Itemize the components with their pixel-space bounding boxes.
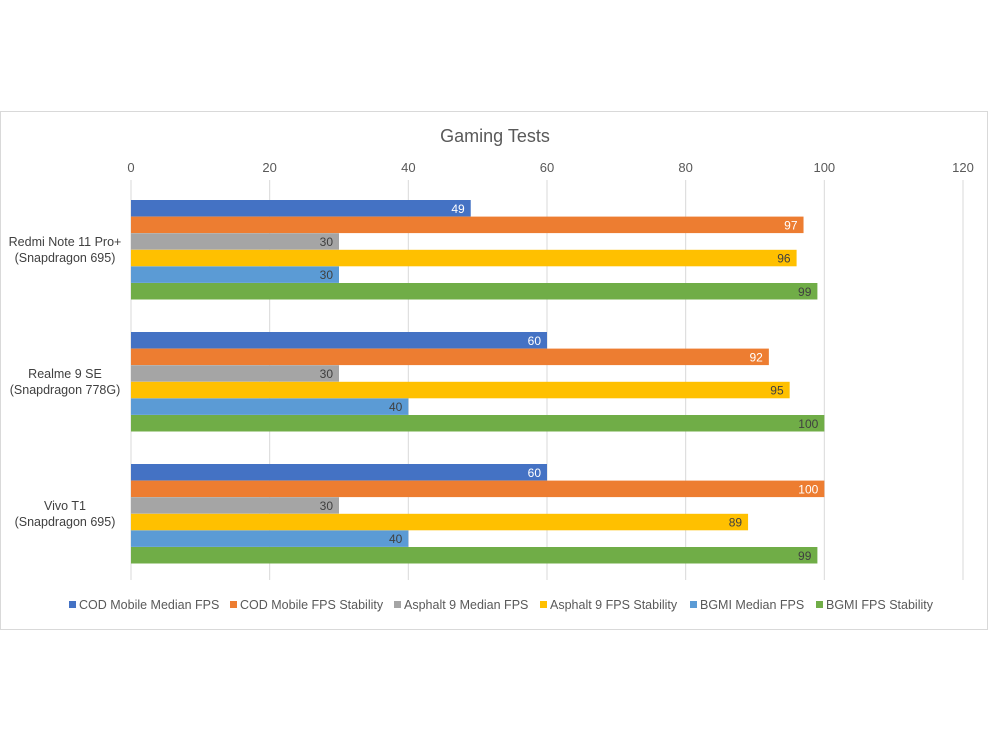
data-label: 30 xyxy=(320,268,334,282)
data-label: 40 xyxy=(389,400,403,414)
bar xyxy=(131,547,818,564)
bar xyxy=(131,266,339,283)
legend-swatch xyxy=(69,601,76,608)
bars: 49 97 30 96 30 99 60 92 30 95 40 100 60 100 30 89 40 99 xyxy=(131,200,825,564)
data-label: 89 xyxy=(729,516,743,530)
legend-swatch xyxy=(394,601,401,608)
data-label: 92 xyxy=(750,350,764,364)
bar xyxy=(131,348,769,366)
x-axis-ticks: 0 20 40 60 80 100 120 xyxy=(127,160,973,175)
data-label: 99 xyxy=(798,549,812,563)
legend-label: Asphalt 9 Median FPS xyxy=(404,598,528,612)
bar xyxy=(131,464,547,481)
x-tick-label: 100 xyxy=(813,160,835,175)
data-label: 40 xyxy=(389,532,403,546)
data-label: 100 xyxy=(798,417,818,431)
bar xyxy=(131,365,339,382)
data-label: 96 xyxy=(777,252,791,266)
legend-label: COD Mobile FPS Stability xyxy=(240,598,384,612)
data-label: 30 xyxy=(320,367,334,381)
bar xyxy=(131,530,409,547)
x-tick-label: 120 xyxy=(952,160,974,175)
bar xyxy=(131,497,339,514)
bar xyxy=(131,233,339,250)
legend: COD Mobile Median FPS COD Mobile FPS Stab… xyxy=(69,598,934,612)
data-label: 60 xyxy=(528,466,542,480)
legend-swatch xyxy=(690,601,697,608)
x-tick-label: 60 xyxy=(540,160,554,175)
legend-label: Asphalt 9 FPS Stability xyxy=(550,598,678,612)
bar xyxy=(131,381,790,399)
category-label: Redmi Note 11 Pro+ (Snapdragon 695) xyxy=(9,235,122,265)
bar xyxy=(131,480,825,498)
legend-swatch xyxy=(816,601,823,608)
data-label: 30 xyxy=(320,235,334,249)
data-label: 100 xyxy=(798,482,818,496)
legend-label: COD Mobile Median FPS xyxy=(79,598,219,612)
data-label: 30 xyxy=(320,499,334,513)
data-label: 97 xyxy=(784,218,798,232)
x-tick-label: 20 xyxy=(262,160,276,175)
bar xyxy=(131,283,818,300)
bar xyxy=(131,513,749,531)
bar xyxy=(131,332,547,349)
legend-label: BGMI Median FPS xyxy=(700,598,804,612)
category-label: Realme 9 SE (Snapdragon 778G) xyxy=(10,367,121,397)
x-tick-label: 40 xyxy=(401,160,415,175)
data-label: 49 xyxy=(451,202,465,216)
bar xyxy=(131,415,825,432)
legend-swatch xyxy=(540,601,547,608)
legend-swatch xyxy=(230,601,237,608)
data-label: 95 xyxy=(770,384,784,398)
bar xyxy=(131,398,409,415)
chart-title: Gaming Tests xyxy=(440,126,550,146)
bar xyxy=(131,249,797,267)
x-tick-label: 80 xyxy=(678,160,692,175)
x-tick-label: 0 xyxy=(127,160,134,175)
category-label: Vivo T1 (Snapdragon 695) xyxy=(15,499,116,529)
data-label: 99 xyxy=(798,285,812,299)
bar xyxy=(131,216,804,234)
legend-label: BGMI FPS Stability xyxy=(826,598,934,612)
category-labels: Redmi Note 11 Pro+ (Snapdragon 695) Realme… xyxy=(9,235,122,529)
bar xyxy=(131,200,471,217)
data-label: 60 xyxy=(528,334,542,348)
